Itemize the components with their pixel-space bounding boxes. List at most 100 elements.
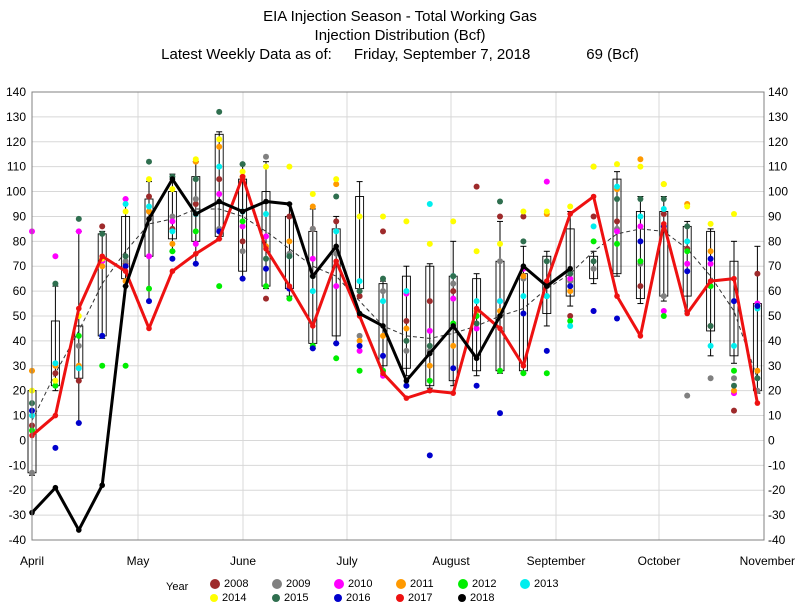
point-2016	[75, 420, 82, 427]
point-2015	[75, 215, 82, 222]
point-2015	[590, 258, 597, 265]
point-2014	[520, 208, 527, 215]
point-2017	[333, 258, 340, 265]
point-2017	[450, 390, 457, 396]
legend-label: 2012	[472, 578, 497, 590]
point-2015	[99, 230, 106, 237]
point-2012	[520, 370, 527, 377]
legend-label: 2013	[534, 578, 559, 590]
point-2012	[52, 382, 59, 389]
point-2015	[380, 275, 386, 282]
point-2015	[333, 193, 340, 200]
point-2014	[450, 218, 457, 225]
point-2014	[356, 213, 363, 220]
point-2010	[707, 260, 714, 267]
point-2017	[590, 193, 597, 200]
point-2017	[122, 268, 129, 275]
point-2017	[263, 246, 269, 252]
point-2010	[192, 240, 199, 247]
average-line	[31, 208, 758, 421]
point-2016	[309, 345, 316, 352]
average-dashed-line	[31, 208, 758, 421]
point-2009	[450, 280, 457, 287]
point-2012	[286, 295, 293, 302]
point-2017	[99, 253, 105, 260]
point-2016	[497, 410, 503, 417]
point-2011	[333, 181, 340, 188]
point-2011	[146, 208, 152, 215]
point-2012	[660, 313, 667, 319]
point-2009	[122, 258, 129, 265]
y-tick-label-left: 50	[13, 309, 27, 323]
legend-label: 2011	[410, 578, 434, 590]
point-2011	[520, 273, 527, 280]
point-2011	[637, 156, 644, 163]
point-2018	[286, 201, 293, 207]
point-2015	[731, 382, 737, 389]
legend-label: 2009	[286, 578, 311, 590]
legend-item-2010: 2010	[334, 578, 372, 590]
point-2008	[333, 218, 340, 225]
point-2009	[239, 248, 246, 255]
point-2015	[567, 270, 574, 277]
point-2016	[567, 283, 574, 290]
point-2009	[380, 288, 386, 295]
point-2014	[122, 208, 129, 215]
point-2017	[707, 278, 714, 284]
legend-item-2017: 2017	[396, 592, 432, 604]
legend-swatch	[458, 594, 466, 602]
box-body	[729, 260, 739, 357]
point-2017	[754, 400, 761, 406]
point-2011	[216, 143, 223, 150]
legend-item-2016: 2016	[334, 592, 370, 604]
point-2013	[520, 293, 527, 300]
legend-item-2009: 2009	[272, 578, 310, 590]
point-2009	[497, 258, 503, 265]
point-2015	[403, 337, 410, 344]
y-tick-label-left: -40	[9, 533, 27, 547]
point-2016	[356, 342, 363, 349]
point-2016	[637, 238, 644, 245]
y-tick-label-right: 110	[768, 160, 787, 174]
point-2013	[216, 163, 223, 170]
latest-data-line: Latest Weekly Data as of: Friday, Septemb…	[0, 46, 800, 64]
point-2012	[614, 240, 620, 247]
point-2017	[637, 333, 644, 339]
point-2011	[309, 203, 316, 210]
point-2012	[239, 218, 246, 225]
point-2018	[310, 273, 316, 279]
legend-label: 2016	[346, 592, 371, 604]
point-2009	[707, 375, 714, 382]
box-week	[355, 181, 365, 292]
point-2009	[403, 347, 410, 354]
point-2011	[99, 263, 106, 270]
point-2011	[707, 248, 714, 255]
point-2015	[52, 280, 59, 287]
legend-swatch	[334, 579, 344, 589]
y-tick-label-left: 100	[6, 185, 26, 199]
y-tick-label-left: 30	[13, 359, 27, 373]
point-2018	[450, 323, 457, 329]
point-2009	[309, 225, 316, 232]
point-2018	[169, 176, 176, 182]
point-2011	[169, 240, 176, 247]
point-2012	[99, 362, 106, 369]
point-2008	[614, 218, 620, 225]
y-tick-label-right: 50	[768, 309, 782, 323]
point-2018	[76, 527, 82, 533]
point-2011	[567, 288, 574, 295]
point-2009	[660, 293, 667, 300]
point-2010	[614, 228, 620, 235]
point-2013	[426, 201, 433, 207]
point-2012	[356, 367, 363, 374]
point-2008	[192, 201, 199, 207]
point-2016	[52, 444, 59, 451]
point-2008	[146, 193, 152, 200]
point-2015	[637, 196, 644, 203]
month-label: October	[638, 554, 681, 568]
point-2012	[684, 248, 691, 255]
point-2015	[684, 223, 691, 230]
point-2015	[614, 196, 620, 203]
point-2017	[380, 370, 386, 377]
point-2010	[52, 253, 59, 260]
